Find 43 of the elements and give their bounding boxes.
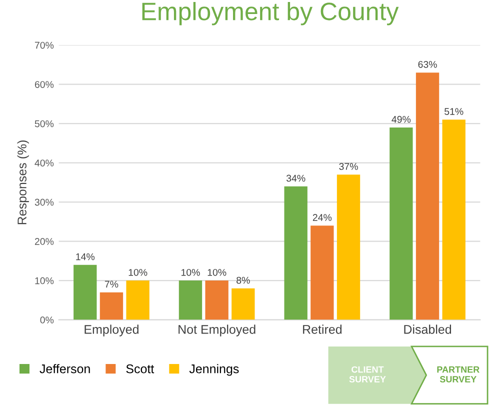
text: 10%: [208, 268, 226, 276]
legend-label: Jefferson: [40, 364, 90, 374]
bar: [178, 280, 202, 320]
bar: [442, 120, 466, 320]
bar: [100, 292, 124, 320]
legend-label: Scott: [126, 364, 154, 374]
bar: [284, 186, 308, 320]
text: 63%: [418, 60, 437, 68]
y-tick-label: 70%: [34, 42, 54, 49]
y-tick-label: 60%: [34, 81, 54, 88]
bar: [205, 280, 228, 320]
text: 24%: [312, 214, 332, 221]
text: 10%: [182, 268, 200, 276]
text: 34%: [286, 174, 306, 182]
text: 8%: [236, 276, 250, 284]
y-tick-label: 40%: [34, 160, 54, 166]
text: PARTNER SURVEY: [437, 366, 480, 382]
text: 51%: [444, 108, 464, 115]
x-tick-label: Disabled: [404, 324, 452, 334]
text: CLIENT SURVEY: [349, 366, 386, 382]
y-tick-label: 0%: [40, 316, 54, 324]
bar: [416, 72, 440, 320]
x-tick-label: Retired: [303, 324, 342, 334]
bar: [310, 226, 334, 320]
text: 14%: [76, 253, 95, 260]
y-tick-label: 50%: [34, 120, 54, 128]
y-axis-title: Responses (%): [17, 140, 29, 224]
bar: [232, 288, 255, 320]
bar: [126, 280, 150, 320]
x-tick-label: Not Employed: [178, 324, 256, 336]
y-tick-label: 20%: [34, 238, 54, 245]
x-tick-label: Employed: [84, 324, 138, 336]
text: 37%: [339, 163, 358, 170]
text: 49%: [392, 116, 411, 123]
legend-label: Jennings: [189, 364, 239, 376]
y-tick-label: 30%: [34, 198, 54, 206]
bar: [74, 264, 97, 320]
bar: [336, 174, 360, 320]
text: 7%: [104, 280, 118, 288]
bar: [390, 128, 413, 320]
y-tick-label: 10%: [35, 277, 54, 284]
chart-title: Employment by County: [142, 2, 399, 26]
text: 10%: [128, 268, 148, 276]
